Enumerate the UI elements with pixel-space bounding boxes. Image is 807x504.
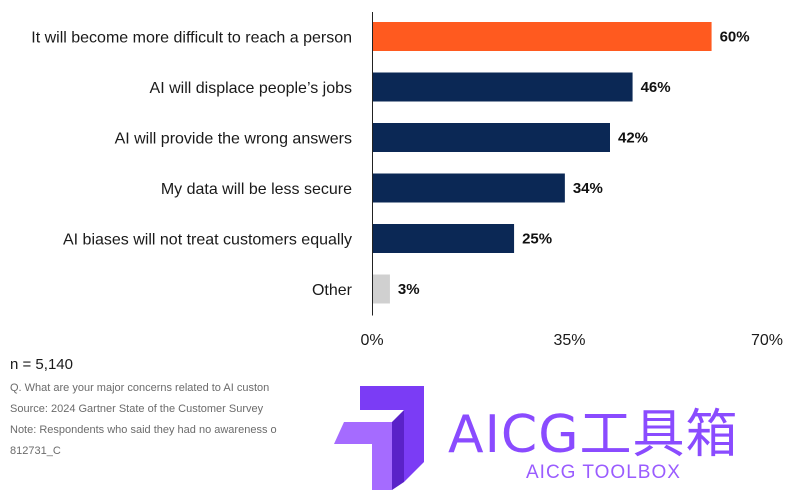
value-label: 46% bbox=[641, 79, 671, 96]
x-tick-label: 35% bbox=[553, 332, 585, 349]
category-label: My data will be less secure bbox=[161, 181, 352, 198]
bar bbox=[373, 123, 610, 152]
category-label: It will become more difficult to reach a… bbox=[31, 30, 352, 47]
watermark-subtitle: AICG TOOLBOX bbox=[526, 462, 681, 483]
watermark-title: AICG工具箱 bbox=[448, 405, 739, 465]
value-label: 60% bbox=[720, 29, 750, 46]
x-tick-labels: 0% 35% 70% bbox=[360, 332, 783, 349]
value-label: 42% bbox=[618, 130, 648, 147]
category-label: AI will displace people’s jobs bbox=[150, 80, 352, 97]
x-tick-label: 0% bbox=[360, 332, 383, 349]
footnote-question: Q. What are your major concerns related … bbox=[10, 382, 270, 394]
bar bbox=[373, 173, 565, 203]
watermark: AICG工具箱 AICG TOOLBOX bbox=[330, 382, 790, 498]
bar bbox=[373, 72, 633, 102]
category-label: AI will provide the wrong answers bbox=[115, 131, 352, 148]
bars-layer: It will become more difficult to reach a… bbox=[31, 22, 750, 304]
sample-size-label: n = 5,140 bbox=[10, 356, 73, 373]
bar bbox=[373, 274, 390, 304]
bar bbox=[373, 224, 515, 253]
footnote-note: Note: Respondents who said they had no a… bbox=[10, 424, 277, 436]
footnote-source: Source: 2024 Gartner State of the Custom… bbox=[10, 403, 264, 415]
value-label: 3% bbox=[398, 281, 420, 298]
bar bbox=[373, 22, 712, 51]
aicg-logo-icon bbox=[334, 386, 424, 490]
x-tick-label: 70% bbox=[751, 332, 783, 349]
value-label: 34% bbox=[573, 180, 603, 197]
footnote-id: 812731_C bbox=[10, 445, 61, 457]
value-label: 25% bbox=[522, 231, 552, 248]
category-label: Other bbox=[312, 282, 353, 299]
category-label: AI biases will not treat customers equal… bbox=[63, 232, 352, 249]
